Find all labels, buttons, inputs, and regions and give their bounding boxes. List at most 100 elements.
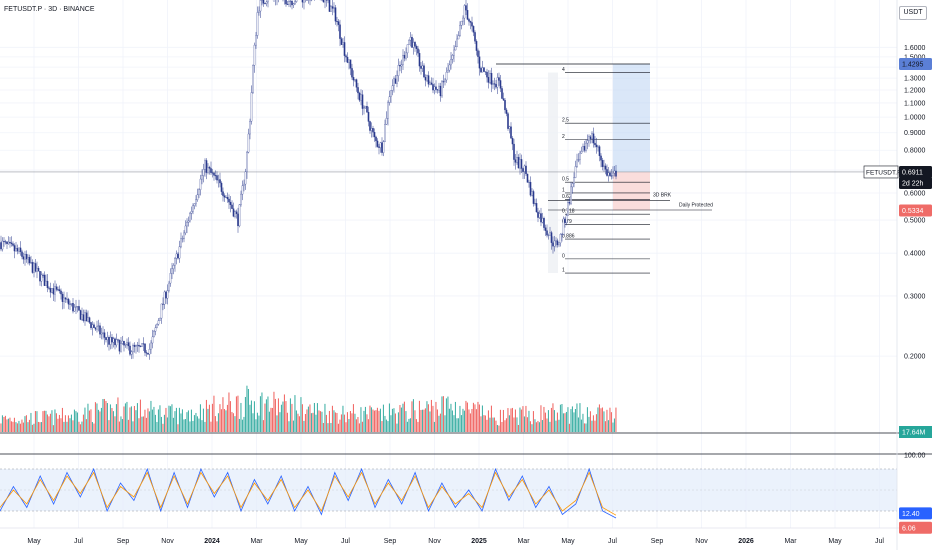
candle-body <box>591 133 593 139</box>
volume-bar <box>403 401 405 432</box>
candle-body <box>595 144 598 148</box>
candle-body <box>352 77 355 81</box>
volume-bar <box>285 401 287 432</box>
candle-body <box>393 78 395 86</box>
candle-body <box>57 289 59 291</box>
candle-body <box>246 151 248 172</box>
volume-bar <box>42 411 44 432</box>
volume-bar <box>7 418 9 432</box>
volume-bar <box>345 422 347 432</box>
candle-body <box>547 234 550 236</box>
volume-bar <box>112 411 114 432</box>
volume-bar <box>586 407 588 432</box>
candle-body <box>537 211 539 218</box>
candle-body <box>429 82 431 85</box>
candle-body <box>121 340 124 344</box>
candle-body <box>40 274 43 282</box>
volume-bar <box>310 413 312 432</box>
volume-bar <box>16 423 18 432</box>
candle-body <box>120 343 122 352</box>
y-tick-label: 1.5000 <box>904 54 926 61</box>
volume-bar <box>475 409 477 432</box>
candle-body <box>552 242 554 247</box>
symbol-label: FETUSDT.P <box>866 169 901 176</box>
candle-body <box>613 170 616 174</box>
candle-body <box>213 172 215 176</box>
volume-bar <box>582 413 584 432</box>
volume-bar <box>202 408 204 432</box>
candle-body <box>234 211 236 217</box>
volume-bar <box>609 407 611 432</box>
fib-level-label: 4 <box>562 67 565 73</box>
candle-body <box>414 42 416 47</box>
candle-body <box>138 344 140 347</box>
symbol-label-bg <box>863 165 899 179</box>
fib-level-label: 0 <box>562 253 565 259</box>
candle-body <box>465 5 467 11</box>
volume-bar <box>279 412 281 432</box>
rsi-label-k-bg <box>899 507 932 520</box>
volume-bar <box>420 409 422 432</box>
candle-body <box>570 186 572 204</box>
candle-body <box>403 54 406 59</box>
candle-body <box>540 213 542 223</box>
volume-bar <box>136 403 138 432</box>
volume-bar <box>241 419 243 432</box>
volume-bar <box>574 409 576 432</box>
candle-body <box>535 203 538 213</box>
volume-bar <box>573 412 575 432</box>
volume-bar <box>478 404 480 432</box>
volume-bar <box>535 422 537 432</box>
volume-bar <box>571 406 573 432</box>
volume-bar <box>73 409 75 432</box>
candle-body <box>495 84 497 88</box>
candle-body <box>204 160 206 170</box>
candle-body <box>336 21 338 23</box>
candle-body <box>6 241 8 245</box>
volume-bar <box>339 419 341 432</box>
candle-body <box>144 343 146 353</box>
volume-bar <box>336 412 338 432</box>
volume-bar <box>445 398 447 432</box>
volume-bar <box>52 425 54 432</box>
volume-bar <box>117 397 119 432</box>
candle-body <box>294 1 296 4</box>
candle-body <box>118 340 121 352</box>
volume-bar <box>121 419 123 432</box>
candle-body <box>516 157 518 163</box>
candle-body <box>117 339 119 341</box>
candle-body <box>448 64 451 71</box>
volume-bar <box>103 398 105 432</box>
volume-bar <box>106 403 108 432</box>
candle-body <box>582 146 584 152</box>
candle-body <box>292 3 295 6</box>
candle-body <box>534 203 536 205</box>
candle-body <box>267 0 269 3</box>
price-label-target: 1.4295 <box>902 62 924 69</box>
candle-body <box>186 222 188 227</box>
candle-body <box>12 243 14 246</box>
candle-body <box>445 71 448 81</box>
volume-bar <box>135 410 137 432</box>
volume-bar <box>396 423 398 432</box>
candle-body <box>454 46 457 51</box>
volume-bar <box>150 400 152 432</box>
candle-body <box>328 0 331 12</box>
candle-body <box>483 67 485 72</box>
volume-bar <box>159 405 161 432</box>
candle-body <box>600 155 602 161</box>
volume-bar <box>361 421 363 432</box>
candle-body <box>150 342 152 350</box>
volume-bar <box>493 417 495 432</box>
candle-body <box>561 233 563 235</box>
volume-bar <box>210 421 212 432</box>
y-tick-label: 1.6000 <box>904 45 926 52</box>
candle-body <box>607 172 610 176</box>
currency-badge[interactable]: USDT <box>899 6 927 20</box>
volume-bar <box>567 407 569 432</box>
candle-body <box>549 232 551 236</box>
volume-bar <box>264 403 266 432</box>
volume-bar <box>273 391 275 432</box>
candle-body <box>225 197 227 198</box>
